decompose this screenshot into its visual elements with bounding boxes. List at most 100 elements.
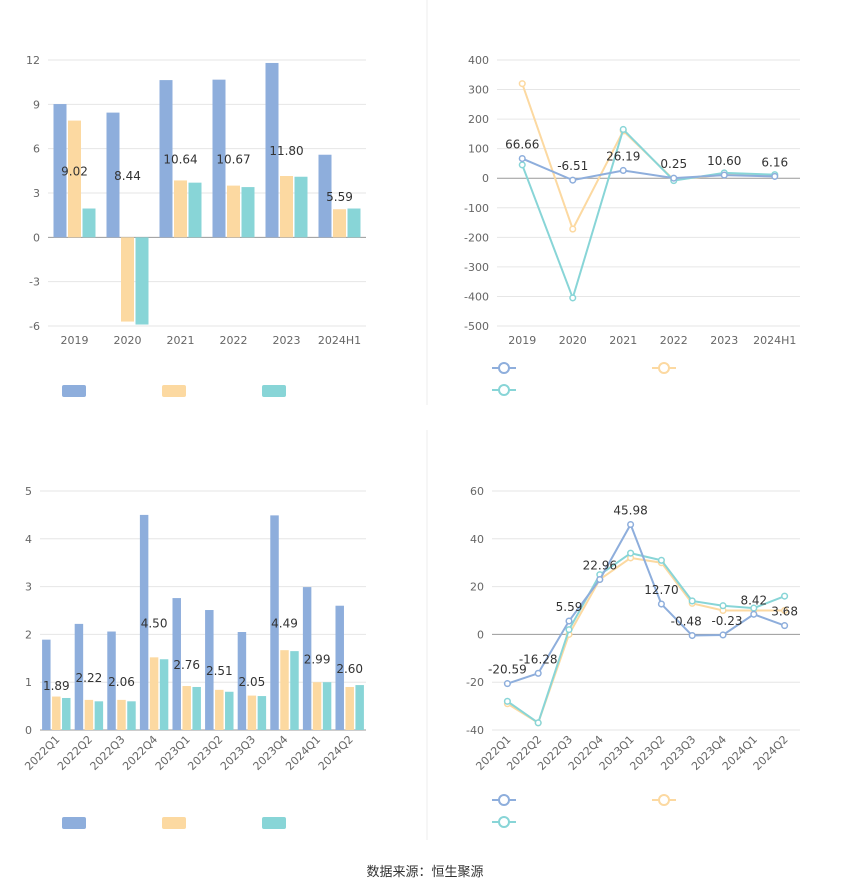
bar (42, 639, 51, 730)
data-point (781, 592, 789, 600)
source-footer: 数据来源：恒生聚源 (366, 865, 483, 880)
data-point (771, 172, 779, 180)
x-tick-label: 2019 (508, 334, 536, 347)
data-label: 5.59 (556, 600, 583, 614)
y-tick-label: 3 (33, 187, 40, 200)
series-line (506, 552, 785, 725)
bar (335, 605, 344, 730)
data-point (518, 154, 526, 163)
data-point (518, 80, 526, 88)
bar (192, 686, 201, 730)
y-tick-label: -200 (464, 231, 489, 244)
x-tick-label: 2024Q2 (316, 733, 356, 773)
x-tick-label: 2024Q1 (283, 733, 323, 773)
data-label: 26.19 (606, 149, 640, 163)
x-tick-label: 2024H1 (753, 334, 796, 347)
data-point (619, 125, 627, 134)
x-tick-label: 2023 (273, 334, 301, 347)
series-line (521, 157, 775, 182)
y-tick-label: 200 (468, 113, 489, 126)
y-tick-label: 12 (26, 54, 40, 67)
y-tick-label: 3 (25, 581, 32, 594)
y-tick-label: 4 (25, 533, 32, 546)
bar (312, 682, 322, 730)
data-label: 66.66 (505, 138, 539, 152)
bar (94, 701, 104, 730)
x-tick-label: 2022Q3 (88, 733, 128, 773)
bar (225, 691, 234, 730)
data-label: 2.05 (239, 675, 266, 689)
bar (257, 696, 267, 730)
bar (302, 587, 312, 730)
legend-marker (658, 362, 670, 374)
y-tick-label: 400 (468, 54, 489, 67)
y-tick-label: 0 (25, 724, 32, 737)
bar (182, 686, 191, 730)
bar (127, 701, 136, 730)
bar (62, 697, 71, 730)
data-point (688, 597, 696, 605)
data-label: -6.51 (557, 159, 588, 173)
data-point (503, 680, 511, 688)
data-point (750, 610, 758, 618)
data-point (720, 171, 728, 179)
bar (174, 180, 187, 238)
legend-swatch (162, 385, 186, 397)
bar (333, 209, 346, 238)
data-label: 1.89 (43, 679, 70, 693)
chart-quarterly-growth: -40-2002040602022Q12022Q22022Q32022Q4202… (466, 485, 800, 773)
data-label: -20.59 (488, 663, 527, 677)
bar (280, 176, 293, 238)
data-point (596, 575, 604, 584)
y-tick-label: -500 (464, 320, 489, 333)
legend-marker (498, 362, 510, 374)
bar (74, 623, 84, 730)
bar (294, 176, 308, 238)
bar (227, 185, 240, 238)
x-tick-label: 2021 (609, 334, 637, 347)
data-point (534, 719, 542, 727)
x-tick-label: 2021 (167, 334, 195, 347)
data-label: 2.99 (304, 653, 331, 667)
y-tick-label: -3 (29, 276, 40, 289)
x-tick-label: 2023Q2 (185, 733, 225, 773)
data-point (569, 294, 577, 302)
data-label: 5.59 (326, 190, 353, 204)
bar (52, 696, 61, 730)
bar (265, 62, 279, 238)
data-label: 8.44 (114, 169, 141, 183)
bar (355, 685, 364, 730)
data-label: 2.76 (173, 658, 200, 672)
legend (492, 794, 676, 828)
data-label: 10.60 (707, 154, 741, 168)
legend-swatch (62, 817, 86, 829)
y-tick-label: 0 (482, 172, 489, 185)
data-point (569, 176, 577, 184)
y-tick-label: -400 (464, 290, 489, 303)
chart-annual-growth: -500 -400 -300 -200 -100 0 100 200 300 400 2019 202… (464, 54, 800, 347)
legend (492, 362, 676, 396)
data-label: 2.06 (108, 675, 135, 689)
chart-annual-amount: -6 -3 0 3 6 9 12 2019 2020 2021 2022 2023 2024H1 9.02… (26, 54, 366, 347)
data-label: 45.98 (613, 504, 647, 518)
data-point (657, 556, 665, 564)
legend-marker (498, 794, 510, 806)
data-point (565, 626, 573, 634)
data-point (657, 600, 665, 608)
data-point (627, 549, 635, 557)
bar (159, 659, 169, 730)
data-label: 4.50 (141, 616, 168, 630)
data-point (565, 617, 573, 625)
data-label: 10.67 (216, 152, 250, 166)
data-label: -16.28 (519, 652, 558, 666)
data-point (781, 622, 789, 630)
data-label: -0.48 (671, 615, 702, 629)
data-label: 10.64 (163, 153, 197, 167)
legend-marker (658, 794, 670, 806)
x-tick-label: 2022 (660, 334, 688, 347)
y-tick-label: 6 (33, 143, 40, 156)
bar (241, 187, 255, 238)
y-tick-label: -300 (464, 261, 489, 274)
